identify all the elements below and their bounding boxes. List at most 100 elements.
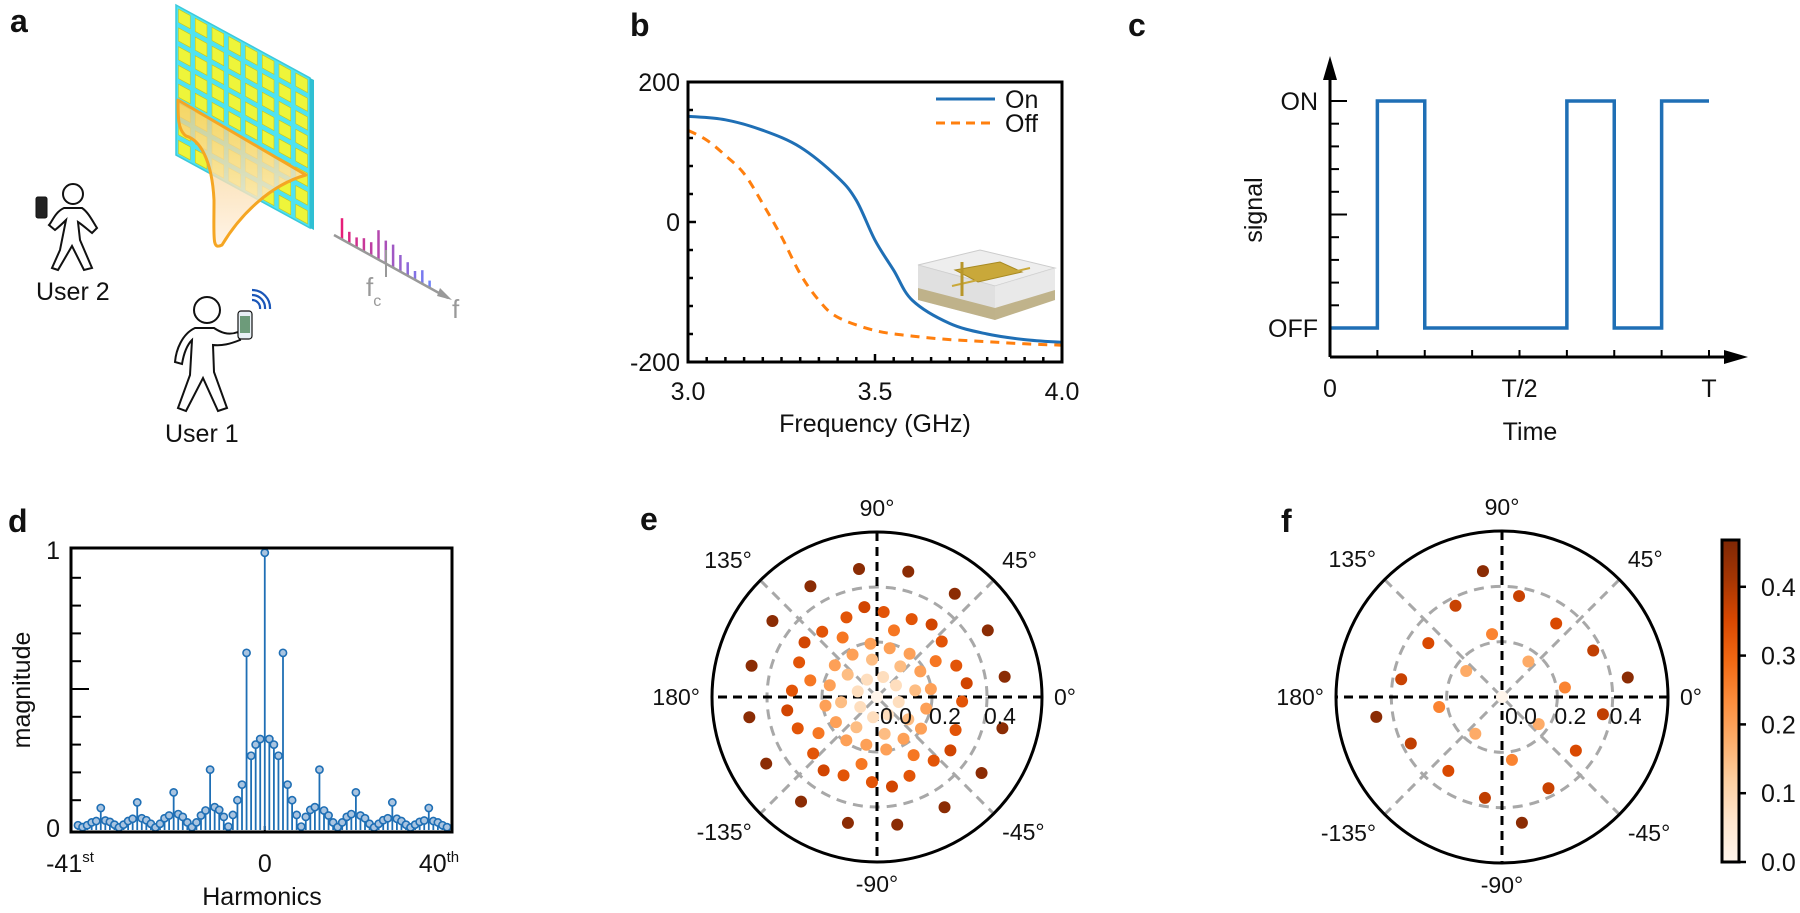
- polar-data-point: [1596, 708, 1609, 721]
- metasurface-cell: [278, 119, 292, 141]
- carrier-subscript: c: [373, 293, 381, 310]
- panel-label-b: b: [630, 7, 650, 43]
- polar-grid-spoke: [759, 579, 995, 815]
- polar-data-point: [975, 766, 988, 779]
- polar-data-point: [819, 699, 832, 712]
- polar-data-point: [781, 704, 794, 717]
- polar-data-point: [1532, 718, 1545, 731]
- polar-data-point: [816, 625, 829, 638]
- b-plot-frame: [686, 80, 1064, 364]
- polar-angle-label: 90°: [860, 495, 895, 521]
- polar-data-point: [877, 671, 890, 684]
- polar-data-point: [894, 660, 907, 673]
- polar-data-point: [897, 732, 910, 745]
- d-x-tick-text: -41: [46, 850, 82, 878]
- d-stem-marker: [287, 795, 297, 805]
- polar-angle-label: -135°: [697, 819, 752, 845]
- polar-data-point: [829, 716, 842, 729]
- d-stem-marker: [132, 798, 142, 807]
- metasurface-cell: [228, 73, 241, 95]
- c-y-axis-arrow-icon: [1323, 56, 1337, 80]
- polar-data-point: [927, 754, 940, 767]
- d-stem-marker: [424, 803, 434, 813]
- polar-data-point: [835, 696, 848, 709]
- polar-data-point: [944, 744, 957, 757]
- polar-data-point: [981, 624, 994, 637]
- polar-data-point: [881, 708, 894, 721]
- polar-data-point: [1442, 764, 1455, 777]
- polar-data-point: [938, 801, 951, 814]
- d-stem-marker: [310, 802, 320, 812]
- c-signal-line: [1330, 99, 1709, 330]
- d-stem-marker: [223, 822, 233, 832]
- polar-data-point: [887, 624, 900, 637]
- metasurface-cell: [194, 92, 208, 114]
- polar-data-point: [998, 670, 1011, 683]
- polar-data-point: [914, 722, 927, 735]
- d-stem-marker: [214, 805, 224, 815]
- polar-angle-label: -90°: [1481, 872, 1523, 898]
- d-stem-marker: [246, 751, 256, 761]
- d-y-axis-label: magnitude: [8, 632, 36, 749]
- polar-data-point: [850, 721, 863, 734]
- polar-data-point: [1569, 744, 1582, 757]
- polar-data-point: [853, 563, 866, 576]
- polar-radial-tick-label: 0.0: [1505, 703, 1537, 729]
- polar-data-point: [817, 764, 830, 777]
- d-stem-marker: [178, 812, 188, 822]
- metasurface-cell: [178, 83, 191, 105]
- polar-data-point: [766, 615, 779, 628]
- d-x-tick-text: 0: [258, 850, 272, 878]
- colorbar-tick-label: 0.3: [1761, 643, 1796, 671]
- polar-data-point: [855, 757, 868, 770]
- polar-data-point: [860, 673, 873, 686]
- metasurface-cell: [278, 138, 292, 159]
- polar-data-point: [1550, 617, 1563, 630]
- b-x-tick-label: 4.0: [1045, 378, 1080, 406]
- carrier-f: f: [366, 272, 374, 302]
- polar-angle-label: 180°: [652, 684, 700, 710]
- metasurface-cell: [261, 54, 275, 75]
- c-x-axis-arrow-icon: [1724, 350, 1748, 364]
- user-1-label: User 1: [165, 420, 239, 448]
- d-stem-marker: [264, 734, 274, 744]
- polar-data-point: [889, 679, 902, 692]
- metasurface-cell: [194, 55, 208, 76]
- metasurface-cell: [261, 73, 275, 94]
- polar-data-point: [948, 587, 961, 600]
- b-x-tick-label: 3.0: [671, 378, 706, 406]
- polar-data-point: [1505, 753, 1518, 766]
- polar-data-point: [885, 780, 898, 793]
- polar-data-point: [925, 618, 938, 631]
- panel-c-chart: 0 T/2 T ON OFF signal Time: [1240, 56, 1748, 446]
- metasurface-cell: [295, 91, 308, 112]
- polar-data-point: [760, 757, 773, 770]
- carrier-frequency-label: fc: [366, 272, 381, 310]
- polar-data-point: [956, 695, 969, 708]
- d-stem-marker: [315, 765, 324, 775]
- d-x-tick-ordinal: th: [447, 849, 460, 866]
- polar-data-point: [871, 691, 883, 703]
- polar-grid-spoke: [759, 579, 995, 815]
- metasurface-cell: [295, 72, 308, 94]
- d-stem-marker: [351, 788, 361, 797]
- metasurface-cell: [178, 139, 191, 161]
- polar-radial-tick-label: 0.2: [929, 703, 961, 729]
- polar-data-point: [858, 601, 871, 614]
- polar-data-point: [841, 668, 854, 681]
- metasurface-cell: [278, 194, 292, 216]
- polar-angle-label: -45°: [1002, 819, 1044, 845]
- panel-b-chart: 3.0 3.5 4.0 200 0 -200 Frequency (GHz) On Off: [630, 69, 1079, 438]
- polar-data-point: [907, 749, 920, 762]
- polar-data-point: [949, 724, 962, 737]
- polar-data-point: [1469, 727, 1482, 740]
- polar-data-point: [785, 684, 798, 697]
- b-y-tick-label: 200: [638, 69, 680, 97]
- metasurface-cell: [228, 54, 241, 76]
- polar-data-point: [891, 818, 904, 831]
- polar-data-point: [924, 683, 937, 696]
- c-x-axis-label: Time: [1503, 418, 1558, 446]
- metasurface-cell: [278, 63, 292, 84]
- metasurface-cell: [245, 101, 258, 122]
